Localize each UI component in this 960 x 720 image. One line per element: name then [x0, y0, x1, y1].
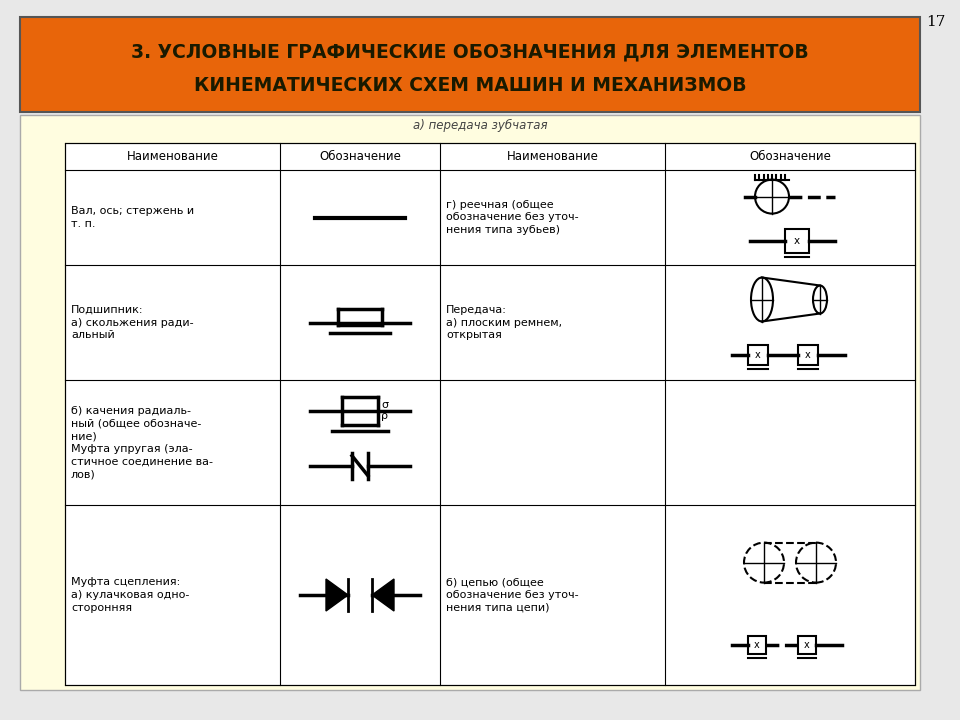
- Text: б) качения радиаль-
ный (общее обозначе-
ние)
Муфта упругая (эла-
стичное соедин: б) качения радиаль- ный (общее обозначе-…: [71, 405, 213, 480]
- Text: Муфта сцепления:
а) кулачковая одно-
сторонняя: Муфта сцепления: а) кулачковая одно- сто…: [71, 577, 189, 613]
- Bar: [20, 115, 920, 690]
- Text: Вал, ось; стержень и
т. п.: Вал, ось; стержень и т. п.: [71, 206, 194, 229]
- Text: КИНЕМАТИЧЕСКИХ СХЕМ МАШИН И МЕХАНИЗМОВ: КИНЕМАТИЧЕСКИХ СХЕМ МАШИН И МЕХАНИЗМОВ: [194, 76, 746, 95]
- Text: Передача:
а) плоским ремнем,
открытая: Передача: а) плоским ремнем, открытая: [446, 305, 563, 341]
- Bar: [748, 636, 766, 654]
- Text: б) цепью (общее
обозначение без уточ-
нения типа цепи): б) цепью (общее обозначение без уточ- не…: [446, 577, 579, 613]
- Text: Обозначение: Обозначение: [319, 150, 401, 163]
- Text: 3. УСЛОВНЫЕ ГРАФИЧЕСКИЕ ОБОЗНАЧЕНИЯ ДЛЯ ЭЛЕМЕНТОВ: 3. УСЛОВНЫЕ ГРАФИЧЕСКИЕ ОБОЗНАЧЕНИЯ ДЛЯ …: [132, 42, 809, 62]
- Text: г) реечная (общее
обозначение без уточ-
нения типа зубьев): г) реечная (общее обозначение без уточ- …: [446, 199, 579, 235]
- Bar: [65, 143, 915, 685]
- Text: Обозначение: Обозначение: [749, 150, 831, 163]
- Polygon shape: [326, 579, 348, 611]
- Text: x: x: [805, 350, 811, 360]
- Text: x: x: [804, 640, 810, 650]
- Text: σ: σ: [381, 400, 388, 410]
- Text: 17: 17: [925, 15, 945, 29]
- Text: Наименование: Наименование: [127, 150, 219, 163]
- Text: x: x: [794, 236, 800, 246]
- Bar: [785, 229, 809, 253]
- Text: Наименование: Наименование: [507, 150, 598, 163]
- Bar: [748, 345, 768, 365]
- Bar: [20, 17, 920, 112]
- Text: x: x: [756, 350, 761, 360]
- Polygon shape: [372, 579, 394, 611]
- Text: x: x: [755, 640, 760, 650]
- Text: ρ: ρ: [381, 411, 388, 421]
- Bar: [798, 636, 816, 654]
- Text: а) передача зубчатая: а) передача зубчатая: [413, 119, 547, 132]
- Text: Подшипник:
а) скольжения ради-
альный: Подшипник: а) скольжения ради- альный: [71, 305, 194, 341]
- Bar: [798, 345, 818, 365]
